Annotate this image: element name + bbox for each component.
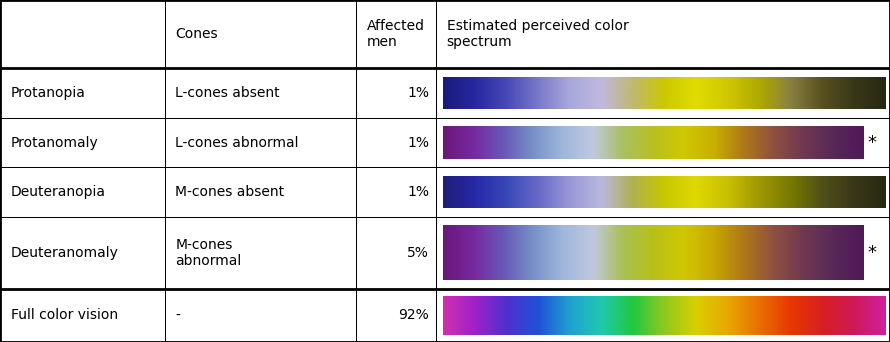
Bar	[436, 68, 890, 118]
Text: 1%: 1%	[407, 86, 429, 100]
Text: Cones: Cones	[175, 27, 218, 41]
Bar	[356, 118, 436, 167]
Bar	[165, 118, 356, 167]
Bar	[0, 289, 165, 342]
Text: Affected
men: Affected men	[367, 19, 425, 49]
Bar	[436, 216, 890, 289]
Bar	[165, 68, 356, 118]
Bar	[165, 0, 356, 68]
Text: Protanomaly: Protanomaly	[11, 135, 99, 149]
Text: -: -	[175, 308, 180, 323]
Bar	[0, 167, 165, 216]
Text: *: *	[868, 244, 877, 262]
Bar	[165, 216, 356, 289]
Text: Deuteranomaly: Deuteranomaly	[11, 246, 118, 260]
Bar	[436, 289, 890, 342]
Text: 1%: 1%	[407, 135, 429, 149]
Text: Full color vision: Full color vision	[11, 308, 117, 323]
Bar	[436, 118, 890, 167]
Text: M-cones absent: M-cones absent	[175, 185, 285, 199]
Text: M-cones
abnormal: M-cones abnormal	[175, 238, 241, 268]
Bar	[0, 216, 165, 289]
Text: 1%: 1%	[407, 185, 429, 199]
Bar	[0, 68, 165, 118]
Bar	[436, 0, 890, 68]
Text: L-cones abnormal: L-cones abnormal	[175, 135, 299, 149]
Text: *: *	[868, 133, 877, 152]
Text: Protanopia: Protanopia	[11, 86, 85, 100]
Bar	[356, 216, 436, 289]
Bar	[356, 289, 436, 342]
Bar	[356, 68, 436, 118]
Bar	[356, 0, 436, 68]
Bar	[165, 289, 356, 342]
Text: 5%: 5%	[407, 246, 429, 260]
Bar	[436, 167, 890, 216]
Text: 92%: 92%	[398, 308, 429, 323]
Text: Deuteranopia: Deuteranopia	[11, 185, 106, 199]
Text: L-cones absent: L-cones absent	[175, 86, 280, 100]
Bar	[0, 118, 165, 167]
Bar	[165, 167, 356, 216]
Text: Estimated perceived color
spectrum: Estimated perceived color spectrum	[447, 19, 628, 49]
Bar	[0, 0, 165, 68]
Bar	[356, 167, 436, 216]
